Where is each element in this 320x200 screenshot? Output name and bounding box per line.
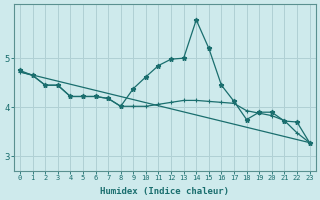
X-axis label: Humidex (Indice chaleur): Humidex (Indice chaleur): [100, 187, 229, 196]
